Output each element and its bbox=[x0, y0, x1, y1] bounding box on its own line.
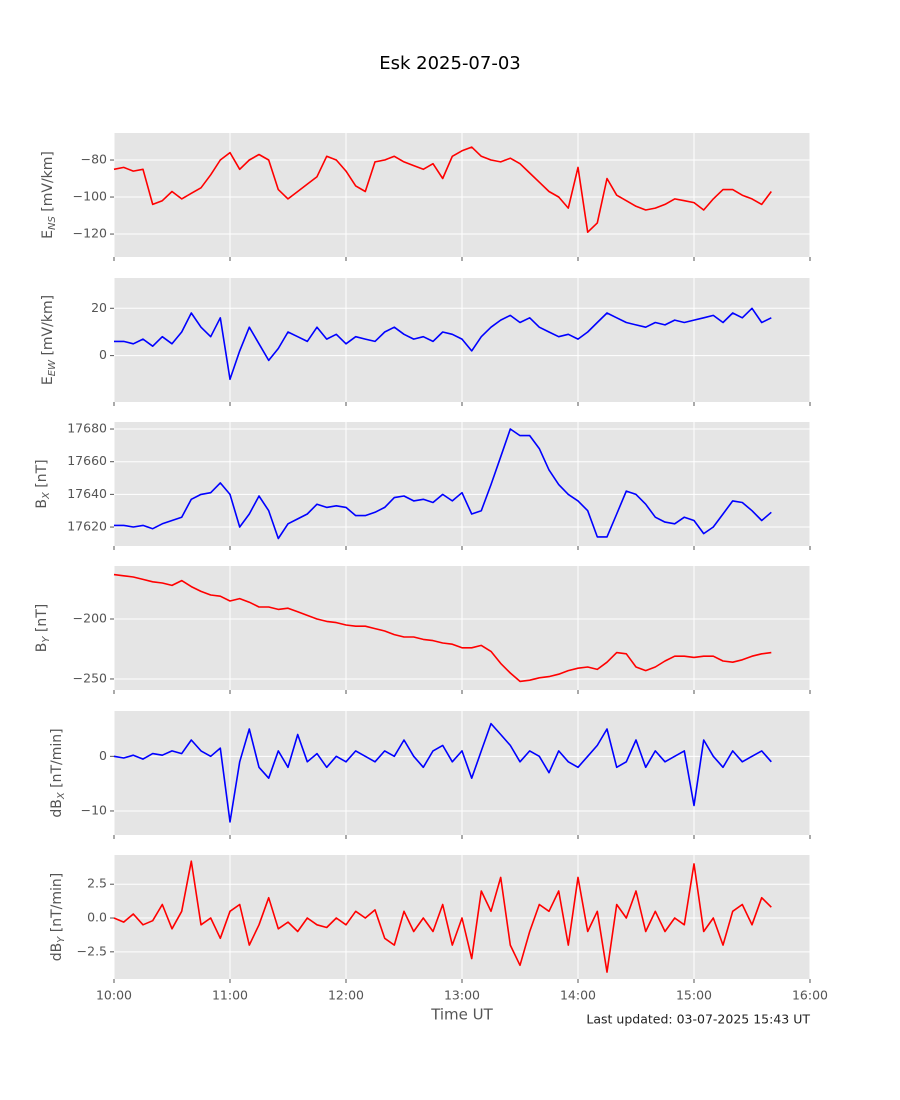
y-label-base: dB bbox=[49, 943, 65, 962]
footer: Last updated: 03-07-2025 15:43 UT bbox=[586, 1012, 810, 1027]
x-axis-label: Time UT bbox=[430, 1006, 493, 1024]
data-line bbox=[113, 146, 772, 233]
y-tick-label: 17640 bbox=[67, 486, 107, 501]
y-axis-label: dBY [nT/min] bbox=[49, 873, 67, 962]
y-axis-label: BY [nT] bbox=[34, 604, 52, 653]
y-label-unit: [nT] bbox=[34, 604, 50, 637]
y-label-base: E bbox=[40, 230, 56, 239]
y-label-sub: X bbox=[56, 791, 67, 800]
x-tick-label: 11:00 bbox=[212, 988, 248, 1003]
y-tick-label: 17620 bbox=[67, 519, 107, 534]
data-line bbox=[113, 722, 772, 823]
y-tick-label: 20 bbox=[91, 300, 107, 315]
y-axis-label: BX [nT] bbox=[34, 459, 52, 508]
y-label-base: E bbox=[40, 376, 56, 385]
y-tick-label: 0.0 bbox=[87, 910, 107, 925]
y-tick-label: 0 bbox=[99, 748, 107, 763]
y-tick-label: −80 bbox=[81, 152, 107, 167]
data-line bbox=[114, 428, 772, 540]
data-line bbox=[113, 573, 772, 683]
y-label-unit: [mV/km] bbox=[40, 151, 56, 216]
y-label-base: B bbox=[34, 499, 50, 509]
data-line bbox=[113, 860, 772, 973]
y-tick-label: −2.5 bbox=[77, 943, 107, 958]
y-tick-label: −200 bbox=[73, 611, 107, 626]
y-label-unit: [nT/min] bbox=[49, 873, 65, 937]
y-label-sub: X bbox=[41, 491, 52, 500]
y-label-base: B bbox=[34, 643, 50, 653]
y-tick-label: 0 bbox=[99, 347, 107, 362]
x-tick-label: 12:00 bbox=[328, 988, 364, 1003]
y-tick-label: −10 bbox=[81, 802, 107, 817]
y-tick-label: −120 bbox=[73, 226, 107, 241]
y-tick-label: 2.5 bbox=[87, 876, 107, 891]
y-label-unit: [nT/min] bbox=[49, 728, 65, 792]
y-label-sub: Y bbox=[56, 936, 67, 943]
x-tick-label: 10:00 bbox=[96, 988, 132, 1003]
y-axis-label: EEW [mV/km] bbox=[40, 295, 58, 385]
y-axis-label: dBX [nT/min] bbox=[49, 728, 67, 817]
y-label-base: dB bbox=[49, 799, 65, 818]
y-axis-label: ENS [mV/km] bbox=[40, 151, 58, 239]
y-tick-label: −250 bbox=[73, 670, 107, 685]
y-tick-label: 17680 bbox=[67, 421, 107, 436]
data-line bbox=[114, 307, 772, 381]
x-tick-label: 15:00 bbox=[676, 988, 712, 1003]
y-label-unit: [mV/km] bbox=[40, 295, 56, 360]
y-label-sub: Y bbox=[41, 636, 52, 643]
y-tick-label: 17660 bbox=[67, 453, 107, 468]
x-tick-label: 16:00 bbox=[792, 988, 828, 1003]
y-label-sub: NS bbox=[47, 216, 58, 230]
figure-title: Esk 2025-07-03 bbox=[379, 53, 521, 74]
x-tick-label: 13:00 bbox=[444, 988, 480, 1003]
y-label-unit: [nT] bbox=[34, 459, 50, 492]
y-label-sub: EW bbox=[47, 359, 58, 376]
y-tick-label: −100 bbox=[73, 189, 107, 204]
x-tick-label: 14:00 bbox=[560, 988, 596, 1003]
